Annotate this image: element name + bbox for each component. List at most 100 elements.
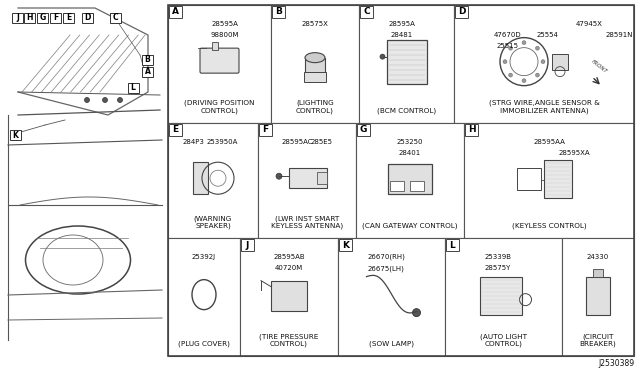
Text: 28591N: 28591N xyxy=(606,32,634,38)
Text: (LWR INST SMART
KEYLESS ANTENNA): (LWR INST SMART KEYLESS ANTENNA) xyxy=(271,215,343,229)
Bar xyxy=(168,238,240,356)
Bar xyxy=(360,6,373,18)
FancyBboxPatch shape xyxy=(200,48,239,73)
Circle shape xyxy=(118,97,122,103)
Bar xyxy=(305,58,325,74)
Bar xyxy=(465,124,478,136)
Bar xyxy=(544,160,572,198)
Text: 253950A: 253950A xyxy=(206,139,237,145)
Bar xyxy=(464,123,634,238)
Bar xyxy=(142,67,153,77)
Text: 28595AB: 28595AB xyxy=(273,254,305,260)
Text: H: H xyxy=(468,125,476,135)
Bar xyxy=(339,239,352,251)
Text: D: D xyxy=(458,7,465,16)
Circle shape xyxy=(536,73,540,77)
Bar xyxy=(272,6,285,18)
Text: 28595XA: 28595XA xyxy=(559,150,590,156)
Text: (KEYLESS CONTROL): (KEYLESS CONTROL) xyxy=(512,222,586,229)
Text: A: A xyxy=(172,7,179,16)
Circle shape xyxy=(541,60,545,64)
Circle shape xyxy=(509,73,513,77)
Text: 26670(RH): 26670(RH) xyxy=(367,254,405,260)
Text: 28575X: 28575X xyxy=(301,21,328,27)
Text: (DRIVING POSITION
CONTROL): (DRIVING POSITION CONTROL) xyxy=(184,100,255,114)
Text: C: C xyxy=(113,13,118,22)
Bar xyxy=(390,181,404,191)
Bar xyxy=(50,13,61,23)
Bar xyxy=(168,5,634,356)
Bar xyxy=(128,83,139,93)
Bar xyxy=(168,123,258,238)
Bar xyxy=(479,277,522,315)
Bar xyxy=(562,238,634,356)
Text: E: E xyxy=(66,13,71,22)
Text: L: L xyxy=(131,83,136,93)
Text: K: K xyxy=(13,131,19,140)
Bar xyxy=(142,55,153,65)
Circle shape xyxy=(413,309,420,317)
Text: B: B xyxy=(275,7,282,16)
Bar xyxy=(356,123,464,238)
Text: 25515: 25515 xyxy=(497,43,519,49)
Text: 28595AC: 28595AC xyxy=(282,139,313,145)
Ellipse shape xyxy=(305,53,325,62)
Text: 28595A: 28595A xyxy=(211,21,238,27)
Text: (TIRE PRESSURE
CONTROL): (TIRE PRESSURE CONTROL) xyxy=(259,333,319,347)
Text: (WARNING
SPEAKER): (WARNING SPEAKER) xyxy=(194,215,232,229)
Text: 25554: 25554 xyxy=(537,32,559,38)
Bar xyxy=(241,239,254,251)
Circle shape xyxy=(509,46,513,50)
Text: A: A xyxy=(145,67,150,77)
Text: 28575Y: 28575Y xyxy=(484,265,511,271)
Text: J: J xyxy=(16,13,19,22)
Text: G: G xyxy=(40,13,45,22)
Text: 25339B: 25339B xyxy=(484,254,511,260)
Text: (SOW LAMP): (SOW LAMP) xyxy=(369,340,414,347)
Text: K: K xyxy=(342,241,349,250)
Text: 47945X: 47945X xyxy=(575,21,602,27)
Bar xyxy=(338,238,445,356)
Text: 47670D: 47670D xyxy=(494,32,522,38)
Bar xyxy=(445,238,562,356)
Bar xyxy=(169,124,182,136)
Bar xyxy=(387,40,426,84)
Bar xyxy=(586,277,610,315)
Circle shape xyxy=(536,46,540,50)
Bar xyxy=(454,5,634,123)
Text: 28481: 28481 xyxy=(390,32,413,38)
Circle shape xyxy=(84,97,90,103)
Text: (LIGHTING
CONTROL): (LIGHTING CONTROL) xyxy=(296,100,334,114)
Text: E: E xyxy=(172,125,179,135)
Bar xyxy=(593,269,603,277)
Bar xyxy=(410,181,424,191)
Bar xyxy=(455,6,468,18)
Text: (PLUG COVER): (PLUG COVER) xyxy=(178,340,230,347)
Text: J: J xyxy=(246,241,249,250)
Text: C: C xyxy=(363,7,370,16)
Bar xyxy=(388,164,432,194)
Text: F: F xyxy=(53,13,58,22)
Circle shape xyxy=(276,173,282,179)
Text: 24330: 24330 xyxy=(587,254,609,260)
Bar xyxy=(24,13,35,23)
Circle shape xyxy=(503,60,507,64)
Text: (BCM CONTROL): (BCM CONTROL) xyxy=(377,108,436,114)
Text: (AUTO LIGHT
CONTROL): (AUTO LIGHT CONTROL) xyxy=(480,333,527,347)
Bar xyxy=(357,124,370,136)
Bar xyxy=(359,5,454,123)
Bar xyxy=(517,168,541,190)
Circle shape xyxy=(102,97,108,103)
Circle shape xyxy=(522,78,526,83)
Bar xyxy=(82,13,93,23)
Text: (STRG WIRE,ANGLE SENSOR &
IMMOBILIZER ANTENNA): (STRG WIRE,ANGLE SENSOR & IMMOBILIZER AN… xyxy=(488,100,600,114)
Bar xyxy=(271,5,359,123)
Bar xyxy=(63,13,74,23)
Bar xyxy=(240,238,338,356)
Text: 285E5: 285E5 xyxy=(310,139,333,145)
Text: 40720M: 40720M xyxy=(275,265,303,271)
Bar xyxy=(271,280,307,311)
Bar xyxy=(446,239,459,251)
Text: 284P3: 284P3 xyxy=(182,139,204,145)
Text: H: H xyxy=(26,13,33,22)
